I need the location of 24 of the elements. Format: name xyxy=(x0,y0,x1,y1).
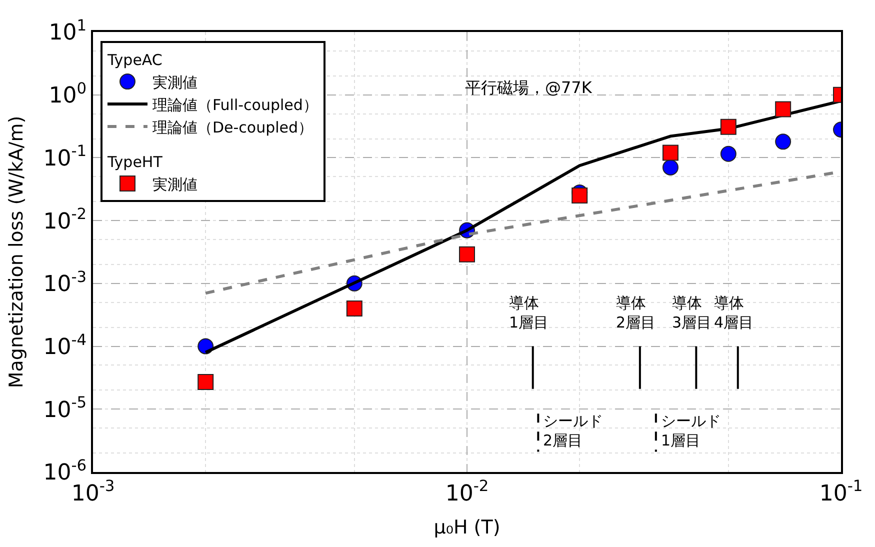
annotation: 導体 1層目 xyxy=(509,294,549,332)
legend-label: 実測値 xyxy=(152,175,198,194)
annotation: TypeAC xyxy=(106,50,162,69)
y-tick-label: 10$^{-2}$ xyxy=(43,205,87,234)
y-tick-label: 10$^{-4}$ xyxy=(43,330,87,360)
annotation: 導体 4層目 xyxy=(714,294,754,332)
legend-label: 実測値 xyxy=(152,73,198,92)
y-tick-label: 10$^{-3}$ xyxy=(43,268,87,298)
legend-label: 理論値（Full-coupled） xyxy=(152,96,318,114)
legend-label: 理論値（De-coupled） xyxy=(152,118,314,136)
annotation: シールド 2層目 xyxy=(543,412,603,450)
annotation: TypeHT xyxy=(106,152,164,171)
annotation: 導体 2層目 xyxy=(616,294,656,332)
x-tick-label: 10$^{-2}$ xyxy=(445,477,489,506)
x-tick-label: 10$^{-1}$ xyxy=(819,477,863,506)
y-axis-title: Magnetization loss (W/kA/m) xyxy=(6,116,28,388)
annotation: 導体 3層目 xyxy=(672,294,712,332)
y-tick-label: 10$^{1}$ xyxy=(48,16,87,46)
annotation: シールド 1層目 xyxy=(661,412,721,450)
annotation: 平行磁場，@77K xyxy=(465,78,592,97)
y-tick-label: 10$^{-1}$ xyxy=(43,142,87,172)
y-tick-label: 10$^{0}$ xyxy=(48,79,87,109)
x-axis-title: μ₀H (T) xyxy=(434,516,500,539)
y-tick-label: 10$^{-5}$ xyxy=(43,394,87,423)
